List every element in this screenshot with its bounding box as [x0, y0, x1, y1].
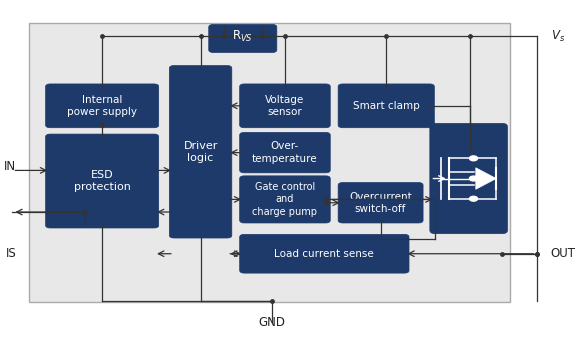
FancyBboxPatch shape [240, 234, 409, 273]
FancyBboxPatch shape [209, 25, 277, 53]
FancyBboxPatch shape [240, 84, 330, 128]
Text: Overcurrent
switch-off: Overcurrent switch-off [349, 191, 412, 214]
FancyBboxPatch shape [430, 123, 508, 234]
FancyBboxPatch shape [46, 84, 159, 128]
FancyBboxPatch shape [240, 132, 330, 173]
Text: Load current sense: Load current sense [274, 249, 374, 259]
Text: Voltage
sensor: Voltage sensor [265, 95, 304, 117]
Polygon shape [476, 168, 496, 189]
Text: Internal
power supply: Internal power supply [67, 95, 137, 117]
Text: IS: IS [6, 247, 16, 260]
FancyBboxPatch shape [338, 183, 423, 223]
Text: Gate control
and
charge pump: Gate control and charge pump [252, 182, 317, 217]
Text: Driver
logic: Driver logic [183, 141, 218, 163]
Circle shape [469, 196, 477, 201]
FancyBboxPatch shape [338, 84, 434, 128]
FancyBboxPatch shape [46, 134, 159, 228]
FancyBboxPatch shape [240, 176, 330, 223]
Text: IN: IN [4, 160, 16, 173]
Text: OUT: OUT [551, 247, 576, 260]
Circle shape [469, 176, 477, 181]
Text: ESD
protection: ESD protection [74, 170, 130, 192]
Text: Over-
temperature: Over- temperature [252, 142, 318, 164]
FancyBboxPatch shape [29, 23, 510, 302]
Text: $V_s$: $V_s$ [551, 29, 565, 44]
Text: $\mathregular{R}_{VS}$: $\mathregular{R}_{VS}$ [233, 29, 253, 44]
FancyBboxPatch shape [169, 66, 232, 238]
Text: Smart clamp: Smart clamp [353, 101, 419, 111]
Text: GND: GND [259, 316, 286, 329]
Circle shape [469, 156, 477, 161]
